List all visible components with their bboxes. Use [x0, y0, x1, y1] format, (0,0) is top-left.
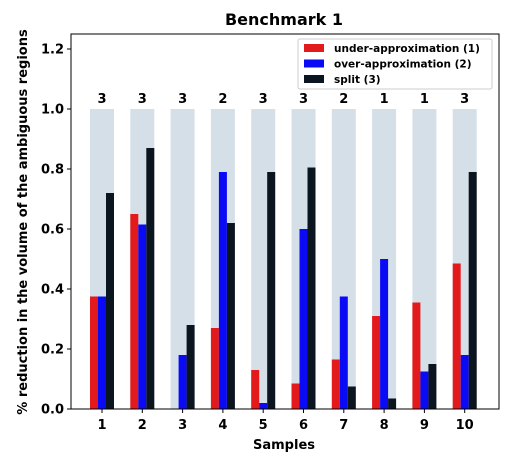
axes-frame	[70, 33, 500, 410]
x-tick-label: 8	[380, 418, 389, 433]
bar-series3-sample-4	[226, 223, 235, 409]
legend-swatch-1	[304, 44, 324, 52]
bar-series2-sample-3	[178, 355, 187, 409]
y-tick-label: 0.6	[41, 223, 64, 238]
x-tick-label: 10	[456, 418, 474, 433]
bar-series3-sample-10	[468, 172, 477, 409]
bar-series2-sample-4	[218, 172, 227, 409]
bar-series3-sample-5	[267, 172, 276, 409]
bar-series2-sample-2	[138, 224, 147, 409]
bar-series3-sample-1	[106, 193, 114, 409]
y-tick-label: 1.2	[41, 43, 64, 58]
y-tick-label: 1.0	[41, 103, 64, 118]
bar-series1-sample-7	[331, 359, 340, 409]
count-label-1: 3	[97, 92, 106, 107]
legend-swatch-3	[304, 75, 324, 83]
bar-series2-sample-1	[98, 296, 106, 409]
count-label-9: 1	[420, 92, 429, 107]
bar-series3-sample-8	[388, 398, 397, 409]
y-tick-label: 0.4	[41, 283, 64, 298]
bar-series3-sample-7	[347, 386, 356, 409]
count-label-10: 3	[460, 92, 469, 107]
bar-series1-sample-9	[412, 302, 421, 409]
bar-series2-sample-6	[299, 229, 308, 409]
legend-label-1: under-approximation (1)	[334, 43, 480, 55]
x-tick-label: 1	[97, 418, 106, 433]
bar-series1-sample-4	[210, 328, 219, 409]
x-tick-label: 6	[299, 418, 308, 433]
x-axis-label: Samples	[253, 438, 315, 453]
plot-area: 3 3 3 2 3 3 2 1 1 3 0.0 0.2 0.4 0.6 0.8 1.0 1.2 1 2 3 4 5 6 7 8 9…	[41, 33, 500, 433]
bar-series1-sample-2	[130, 214, 139, 409]
bar-series1-sample-8	[372, 316, 381, 409]
y-tick-label: 0.8	[41, 163, 64, 178]
bar-series1-sample-5	[251, 370, 260, 409]
bar-series1-sample-10	[452, 263, 461, 409]
count-label-3: 3	[178, 92, 187, 107]
count-label-4: 2	[218, 92, 227, 107]
bar-series3-sample-6	[307, 167, 316, 409]
bar-series2-sample-10	[460, 355, 469, 409]
count-label-6: 3	[299, 92, 308, 107]
count-label-5: 3	[259, 92, 268, 107]
legend-swatch-2	[304, 59, 324, 68]
x-tick-label: 3	[178, 418, 187, 433]
bar-series3-sample-2	[146, 148, 155, 409]
count-label-2: 3	[138, 92, 147, 107]
legend-box	[297, 38, 493, 90]
count-label-7: 2	[339, 92, 348, 107]
x-tick-label: 4	[218, 418, 227, 433]
bar-series3-sample-3	[186, 325, 195, 409]
x-tick-label: 7	[339, 418, 348, 433]
y-tick-label: 0.2	[41, 343, 64, 358]
chart-title: Benchmark 1	[225, 10, 343, 29]
legend-label-2: over-approximation (2)	[334, 59, 472, 71]
bar-series2-sample-8	[380, 259, 389, 409]
y-axis-label: % reduction in the volume of the ambiguo…	[16, 29, 31, 415]
bar-series3-sample-9	[428, 364, 437, 409]
bar-series2-sample-5	[259, 403, 268, 409]
x-tick-label: 9	[420, 418, 429, 433]
legend: under-approximation (1) over-approximatio…	[297, 38, 493, 90]
bar-series2-sample-7	[339, 296, 348, 409]
bar-series2-sample-9	[420, 371, 429, 409]
x-tick-label: 2	[138, 418, 147, 433]
x-tick-label: 5	[259, 418, 268, 433]
legend-label-3: split (3)	[334, 74, 381, 86]
bar-series1-sample-1	[90, 296, 98, 409]
count-label-8: 1	[380, 92, 389, 107]
bar-series1-sample-6	[291, 383, 300, 409]
y-tick-label: 0.0	[41, 403, 64, 418]
